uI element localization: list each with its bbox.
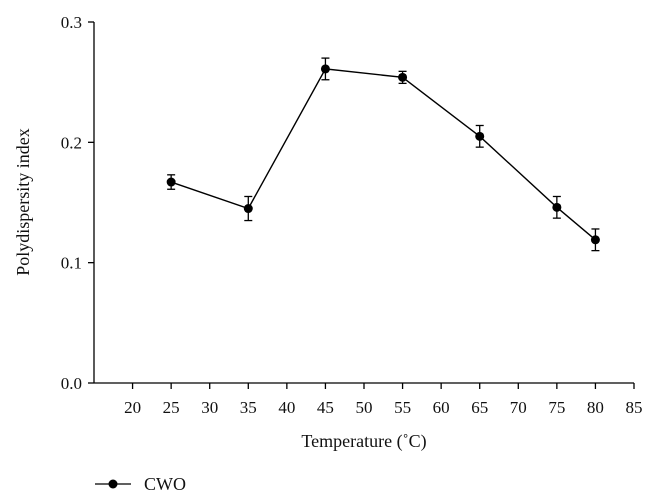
x-tick-label: 40: [278, 398, 295, 417]
y-axis-title: Polydispersity index: [13, 128, 33, 276]
x-tick-label: 55: [394, 398, 411, 417]
data-point: [398, 72, 408, 82]
series-line-cwo: [170, 68, 596, 241]
x-tick-label: 25: [163, 398, 180, 417]
legend-label-cwo: CWO: [144, 474, 186, 494]
data-point: [475, 131, 485, 141]
data-point: [320, 64, 330, 74]
x-tick-label: 85: [626, 398, 643, 417]
y-tick-label: 0.3: [61, 13, 82, 32]
series-layer: [166, 57, 600, 252]
x-ticks: 20 25 30 35 40 45 50 55 60 65 70 75 80 85: [124, 383, 643, 417]
y-tick-label: 0.2: [61, 133, 82, 152]
legend-point-marker: [108, 479, 118, 489]
data-point: [166, 177, 176, 187]
x-tick-label: 45: [317, 398, 334, 417]
x-axis-title: Temperature (˚C): [301, 431, 426, 452]
data-point: [590, 235, 600, 245]
data-point: [243, 204, 253, 214]
y-tick-label: 0.0: [61, 374, 82, 393]
x-tick-label: 60: [433, 398, 450, 417]
data-point: [552, 202, 562, 212]
x-tick-label: 80: [587, 398, 604, 417]
y-tick-label: 0.1: [61, 254, 82, 273]
x-tick-label: 70: [510, 398, 527, 417]
y-ticks: 0.0 0.1 0.2 0.3: [61, 13, 94, 393]
x-tick-label: 65: [471, 398, 488, 417]
x-tick-label: 50: [356, 398, 373, 417]
x-tick-label: 30: [201, 398, 218, 417]
x-tick-label: 75: [548, 398, 565, 417]
legend: CWO: [95, 474, 186, 494]
plot-area: 0.0 0.1 0.2 0.3 20 25 30 35 40 45 50 55 60 65 70 75 80 8…: [61, 13, 643, 417]
x-tick-label: 35: [240, 398, 257, 417]
x-tick-label: 20: [124, 398, 141, 417]
